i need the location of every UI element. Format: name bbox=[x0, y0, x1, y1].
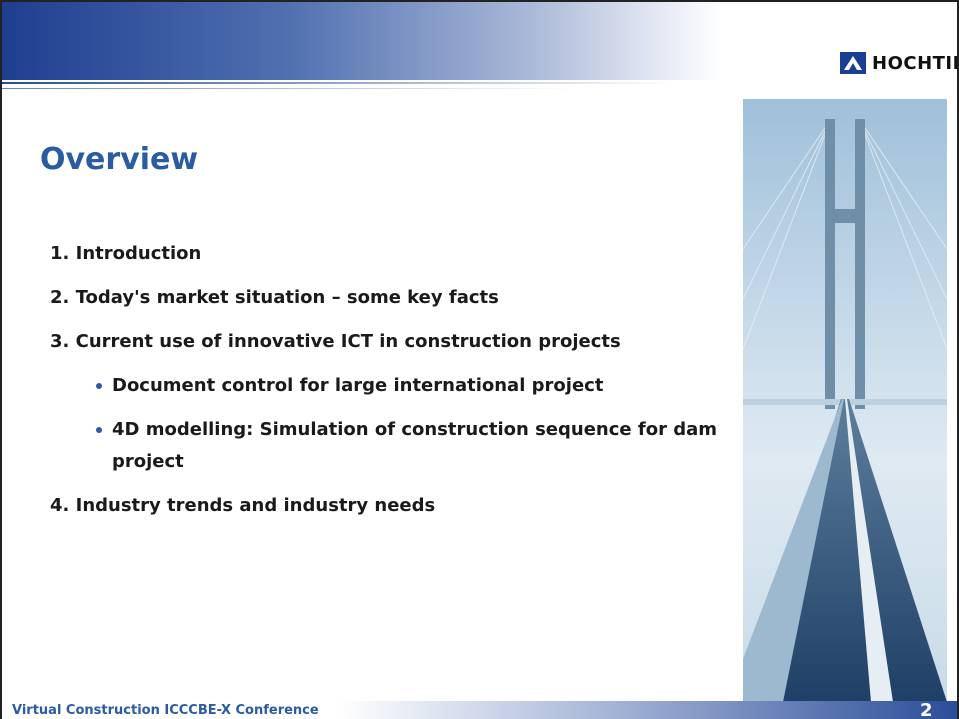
agenda-subitem: 4D modelling: Simulation of construction… bbox=[92, 414, 740, 478]
bullet bbox=[96, 427, 102, 433]
agenda-item: 2. Today's market situation – some key f… bbox=[50, 287, 499, 308]
header-rule bbox=[2, 82, 957, 84]
subitem-text: 4D modelling: Simulation of construction… bbox=[112, 419, 717, 472]
bridge-photo bbox=[743, 99, 947, 702]
agenda-item: 1. Introduction bbox=[50, 243, 202, 264]
agenda-item: 4. Industry trends and industry needs bbox=[50, 495, 436, 516]
subitem-text: Document control for large international… bbox=[112, 375, 604, 396]
agenda-item: 3. Current use of innovative ICT in cons… bbox=[50, 326, 740, 478]
slide-title: Overview bbox=[40, 142, 199, 177]
logo: HOCHTIEF bbox=[840, 52, 957, 74]
footer-text: Virtual Construction ICCCBE-X Conference bbox=[12, 703, 319, 718]
page-number: 2 bbox=[920, 700, 933, 719]
logo-text: HOCHTIEF bbox=[872, 52, 957, 74]
agenda-list: 1. Introduction 2. Today's market situati… bbox=[50, 238, 740, 534]
logo-icon bbox=[840, 52, 866, 74]
header-rule bbox=[2, 88, 957, 89]
header-bar bbox=[2, 2, 957, 80]
bullet bbox=[96, 383, 102, 389]
footer-bar bbox=[2, 701, 957, 719]
agenda-subitem: Document control for large international… bbox=[92, 370, 740, 402]
